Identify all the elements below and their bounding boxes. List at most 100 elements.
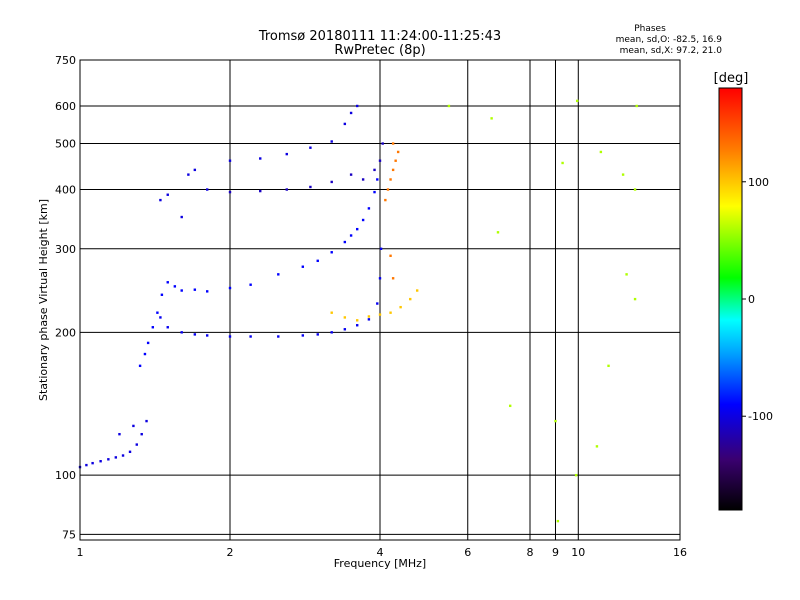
data-point <box>193 288 197 291</box>
phase-stats-x: mean, sd,X: 97.2, 21.0 <box>620 46 723 56</box>
data-point <box>391 142 395 145</box>
y-tick-label: 750 <box>55 54 76 67</box>
data-point <box>330 140 333 143</box>
data-point <box>367 207 371 210</box>
y-tick-label: 75 <box>62 528 76 541</box>
data-point <box>249 335 252 338</box>
data-point <box>378 313 382 316</box>
data-point <box>259 157 262 160</box>
data-point <box>599 150 603 154</box>
data-point <box>343 316 347 319</box>
data-point <box>373 168 376 172</box>
x-tick-label: 2 <box>227 546 234 559</box>
data-point <box>193 168 197 172</box>
data-point <box>490 117 493 120</box>
plot-frame <box>79 59 681 541</box>
data-point <box>330 251 333 254</box>
grid-lines <box>79 59 681 540</box>
data-point <box>145 419 148 423</box>
data-point <box>355 104 359 108</box>
data-point <box>447 104 451 108</box>
data-point <box>343 328 347 331</box>
data-point <box>316 333 319 336</box>
x-tick-label: 8 <box>527 546 534 559</box>
data-point <box>635 104 638 108</box>
data-point <box>367 318 371 321</box>
data-point <box>187 173 190 176</box>
data-point <box>409 297 412 301</box>
x-tick-label: 10 <box>571 546 585 559</box>
data-point <box>277 335 280 338</box>
x-axis: 1 2 4 6 8 9 10 16 <box>77 546 688 559</box>
data-point <box>389 178 392 181</box>
data-point <box>166 326 169 329</box>
data-point <box>180 289 183 292</box>
data-point <box>384 198 387 202</box>
data-point <box>205 188 209 191</box>
data-point <box>114 456 118 459</box>
y-axis-label: Stationary phase Virtual Height [km] <box>37 199 50 401</box>
x-tick-label: 6 <box>464 546 471 559</box>
data-point <box>228 335 232 338</box>
data-point <box>99 460 102 463</box>
data-point <box>151 326 155 329</box>
chart-subtitle: RwPretec (8p) <box>334 43 425 58</box>
data-point <box>128 450 132 454</box>
data-point <box>132 424 135 428</box>
x-tick-label: 9 <box>552 546 559 559</box>
data-point <box>228 286 232 290</box>
x-tick-label: 4 <box>377 546 384 559</box>
data-point <box>309 146 312 149</box>
data-point <box>355 227 359 231</box>
data-point <box>159 316 162 319</box>
data-point <box>166 193 169 196</box>
data-point <box>389 254 392 257</box>
data-point <box>391 277 395 280</box>
data-point <box>180 331 183 334</box>
data-point <box>301 265 305 268</box>
data-point <box>396 150 400 154</box>
data-point <box>496 231 500 234</box>
data-point <box>249 283 252 286</box>
y-tick-label: 300 <box>55 243 76 256</box>
data-point <box>349 111 353 115</box>
data-point <box>205 290 209 293</box>
data-point <box>121 454 125 457</box>
data-point <box>561 161 564 165</box>
data-point <box>349 234 353 237</box>
data-point <box>166 281 169 284</box>
colorbar-ticks: 100 0 -100 <box>742 176 773 423</box>
data-point <box>330 180 333 184</box>
data-point <box>159 198 162 202</box>
data-point <box>316 259 319 263</box>
y-axis: 75 100 200 300 400 500 600 750 <box>55 54 76 541</box>
data-point <box>389 311 392 314</box>
y-tick-label: 500 <box>55 138 76 151</box>
phase-stats-title: Phases <box>634 24 666 34</box>
x-axis-label: Frequency [MHz] <box>334 557 426 570</box>
chart-title: Tromsø 20180111 11:24:00-11:25:43 <box>258 29 501 44</box>
data-point <box>399 305 402 309</box>
data-point <box>85 463 88 467</box>
data-point <box>107 458 110 461</box>
data-point <box>391 168 395 172</box>
data-point <box>361 178 365 181</box>
data-point <box>378 277 382 280</box>
data-point <box>140 432 143 436</box>
data-point <box>508 404 512 408</box>
data-point <box>386 188 390 191</box>
data-point <box>301 334 305 337</box>
data-point <box>355 319 359 322</box>
data-point <box>118 432 121 436</box>
data-point <box>91 461 94 465</box>
data-point <box>556 519 560 523</box>
data-point <box>415 289 419 292</box>
data-point <box>361 218 365 222</box>
data-point <box>173 285 177 288</box>
data-point <box>633 188 637 191</box>
data-points <box>78 99 638 523</box>
data-point <box>379 247 383 250</box>
data-point <box>349 173 353 176</box>
y-tick-label: 100 <box>55 469 76 482</box>
